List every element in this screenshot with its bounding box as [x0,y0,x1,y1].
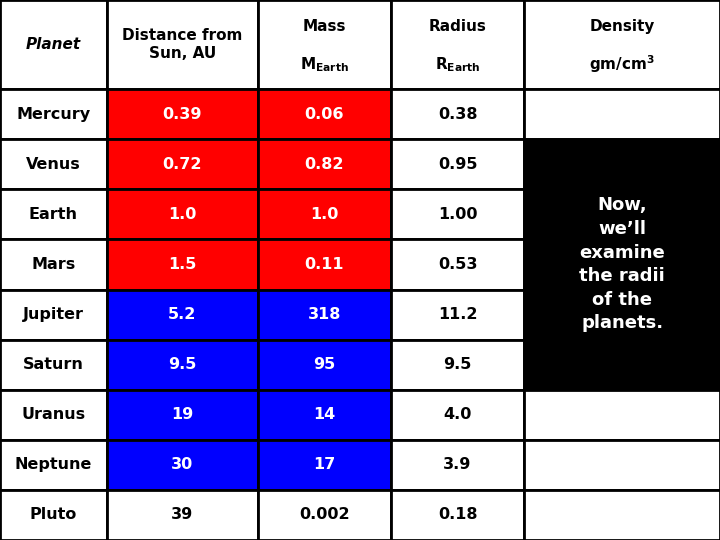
Text: 1.00: 1.00 [438,207,477,222]
Text: Planet: Planet [26,37,81,52]
Text: Pluto: Pluto [30,508,77,523]
Bar [258,390,391,440]
Text: 17: 17 [313,457,336,472]
Bar [258,139,391,190]
Bar [107,89,258,139]
Bar [524,139,720,190]
Bar [524,0,720,89]
Text: 95: 95 [313,357,336,372]
Bar [107,440,258,490]
Bar [0,190,107,239]
Text: 0.38: 0.38 [438,106,477,122]
Bar [258,239,391,289]
Text: 0.53: 0.53 [438,257,477,272]
Text: Mass: Mass [302,19,346,34]
Text: 318: 318 [307,307,341,322]
Bar [524,490,720,540]
Text: 1.0: 1.0 [168,207,197,222]
Bar [524,89,720,139]
Bar [391,89,524,139]
Text: 0.72: 0.72 [163,157,202,172]
Bar [107,390,258,440]
Text: Density: Density [590,19,654,34]
Bar [258,190,391,239]
Bar [0,340,107,390]
Bar [391,490,524,540]
Text: R$_{\mathregular{Earth}}$: R$_{\mathregular{Earth}}$ [435,55,480,73]
Bar [0,89,107,139]
Text: Mars: Mars [31,257,76,272]
Text: Distance from
Sun, AU: Distance from Sun, AU [122,28,243,60]
Bar [258,0,391,89]
Text: Radius: Radius [428,19,487,34]
Text: 0.18: 0.18 [438,508,477,523]
Text: 0.11: 0.11 [305,257,344,272]
Text: Mercury: Mercury [17,106,90,122]
Bar [391,139,524,190]
Bar [524,239,720,289]
Text: 5.2: 5.2 [168,307,197,322]
Text: gm/cm$^{\mathregular{3}}$: gm/cm$^{\mathregular{3}}$ [589,53,655,75]
Bar [107,139,258,190]
Text: 0.06: 0.06 [305,106,344,122]
Bar [391,289,524,340]
Bar [107,0,258,89]
Text: 14: 14 [313,407,336,422]
Text: Uranus: Uranus [21,407,86,422]
Text: Earth: Earth [29,207,78,222]
Text: 11.2: 11.2 [438,307,477,322]
Text: 0.82: 0.82 [305,157,344,172]
Text: Saturn: Saturn [23,357,84,372]
Bar [391,390,524,440]
Bar [0,239,107,289]
Text: 0.95: 0.95 [438,157,477,172]
Bar [107,490,258,540]
Bar [107,289,258,340]
Text: 39: 39 [171,508,193,523]
Bar [107,239,258,289]
Text: 0.002: 0.002 [299,508,350,523]
Bar [258,340,391,390]
Bar [258,490,391,540]
Text: 9.5: 9.5 [444,357,472,372]
Bar [391,440,524,490]
Bar [524,390,720,440]
Text: 1.0: 1.0 [310,207,338,222]
Text: Venus: Venus [26,157,81,172]
Bar [107,340,258,390]
Bar [391,239,524,289]
Bar [524,440,720,490]
Text: 9.5: 9.5 [168,357,197,372]
Bar [391,340,524,390]
Bar [524,190,720,239]
Text: 4.0: 4.0 [444,407,472,422]
Text: Jupiter: Jupiter [23,307,84,322]
Bar [0,390,107,440]
Text: M$_{\mathregular{Earth}}$: M$_{\mathregular{Earth}}$ [300,55,348,73]
Bar [258,440,391,490]
Text: Neptune: Neptune [14,457,92,472]
Bar [0,139,107,190]
Bar [258,289,391,340]
Bar [391,0,524,89]
Bar [0,440,107,490]
Bar [258,89,391,139]
Text: 19: 19 [171,407,193,422]
Text: 3.9: 3.9 [444,457,472,472]
Text: 1.5: 1.5 [168,257,197,272]
Bar [107,190,258,239]
Bar [524,289,720,340]
Bar [391,190,524,239]
Bar [524,340,720,390]
Text: 30: 30 [171,457,193,472]
Bar [0,490,107,540]
Text: Now,
we’ll
examine
the radii
of the
planets.: Now, we’ll examine the radii of the plan… [579,197,665,333]
Bar [0,289,107,340]
Text: 0.39: 0.39 [163,106,202,122]
Bar [0,0,107,89]
